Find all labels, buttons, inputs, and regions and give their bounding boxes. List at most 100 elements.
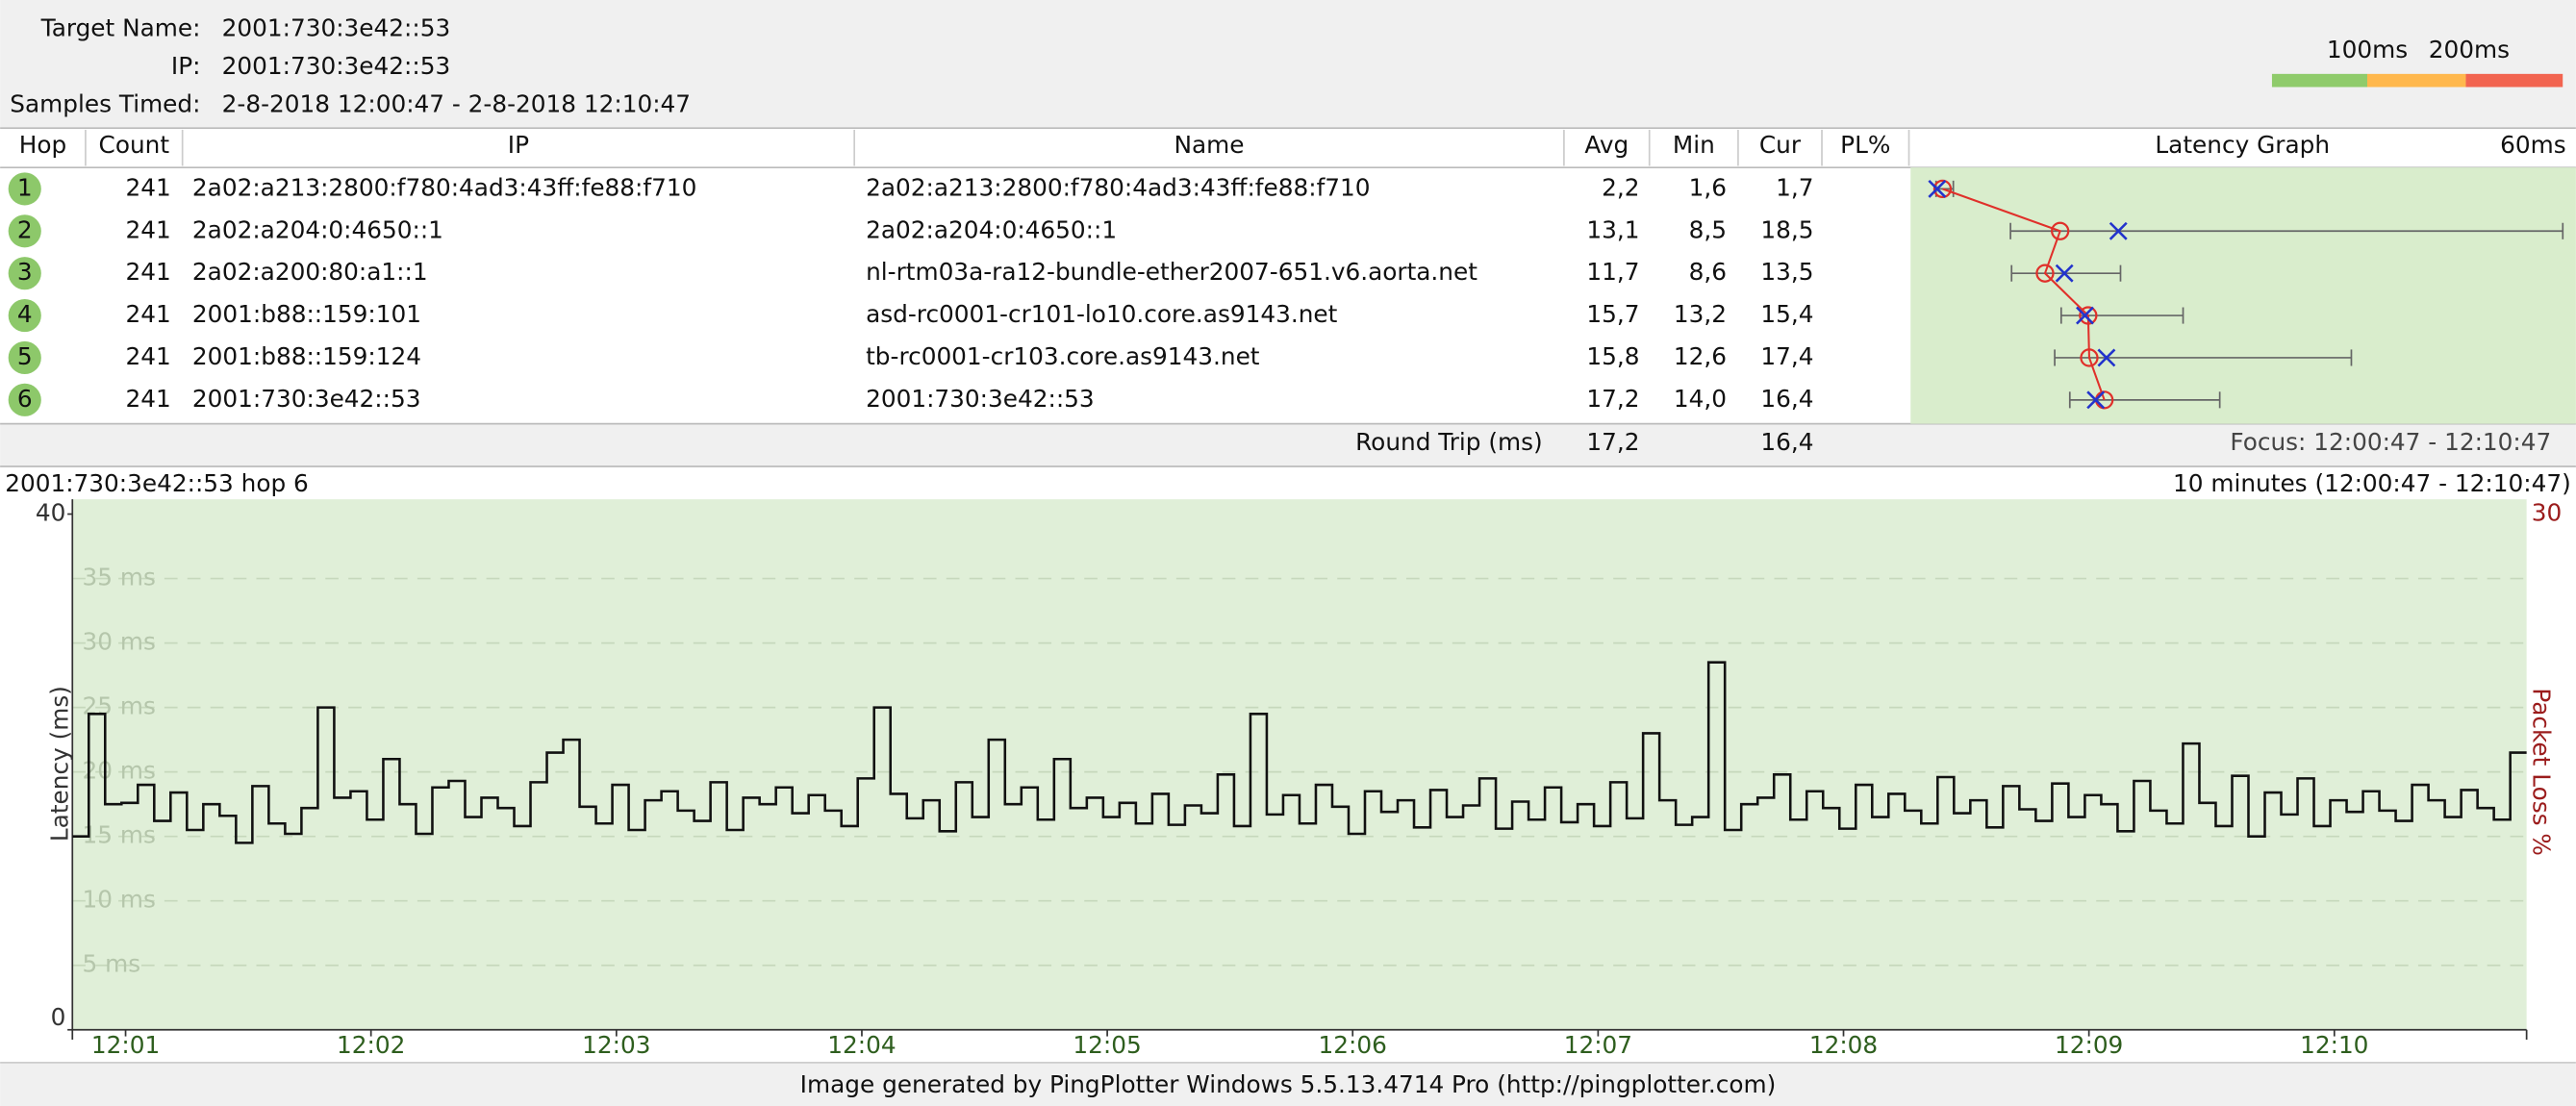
x-tick-label: 12:09 <box>2055 1031 2123 1059</box>
x-tick-label: 12:05 <box>1073 1031 1141 1059</box>
avg: 13,1 <box>1586 215 1639 243</box>
x-tick-label: 12:01 <box>91 1031 160 1059</box>
avg-marker <box>2051 221 2070 240</box>
cur: 18,5 <box>1760 215 1813 243</box>
cur: 15,4 <box>1760 300 1813 328</box>
hop-number: 2 <box>17 215 33 243</box>
ip: 2001:730:3e42::53 <box>192 385 421 413</box>
column-header: PL% <box>1840 131 1890 159</box>
round-trip-bg <box>0 423 2576 467</box>
hop-badge <box>8 298 41 333</box>
name: tb-rc0001-cr103.core.as9143.net <box>866 342 1260 370</box>
y-axis-title: Latency (ms) <box>45 686 73 842</box>
count: 241 <box>125 300 170 328</box>
footer-bg <box>0 1062 2576 1106</box>
round-trip-label: Round Trip (ms) <box>1355 428 1543 456</box>
avg: 17,2 <box>1586 385 1639 413</box>
count: 241 <box>125 342 170 370</box>
scale-label: 200ms <box>2429 36 2510 63</box>
avg: 2,2 <box>1602 173 1639 201</box>
label: Target Name: <box>40 14 201 42</box>
ip: 2a02:a204:0:4650::1 <box>192 215 443 243</box>
hop-badge <box>8 383 41 416</box>
count: 241 <box>125 385 170 413</box>
graph-scale: 60ms <box>2500 131 2566 159</box>
hop-badge <box>8 172 41 206</box>
avg: 15,8 <box>1586 342 1639 370</box>
x-tick-label: 12:06 <box>1319 1031 1387 1059</box>
avg-marker <box>1932 179 1953 199</box>
ip: 2001:b88::159:101 <box>192 300 421 328</box>
latency-line <box>72 661 2527 844</box>
hop-number: 3 <box>17 258 33 286</box>
y-tick-label: 40 <box>36 499 66 527</box>
y2-tick-label: 30 <box>2532 499 2563 527</box>
min: 13,2 <box>1674 300 1727 328</box>
grid-label: 30 ms <box>83 628 156 656</box>
grid-label: 5 ms <box>83 950 141 978</box>
min: 12,6 <box>1674 342 1727 370</box>
count: 241 <box>125 258 170 286</box>
focus: Focus: 12:00:47 - 12:10:47 <box>2230 428 2551 456</box>
latency-graph-bg <box>1910 167 2576 424</box>
hop-badge <box>8 340 41 375</box>
column-header: Hop <box>19 131 66 159</box>
cur-marker <box>2097 348 2116 367</box>
value: 2001:730:3e42::53 <box>222 14 451 42</box>
column-header: IP <box>508 131 529 159</box>
x-tick-label: 12:07 <box>1564 1031 1632 1059</box>
scale-bar <box>2465 73 2563 88</box>
name: asd-rc0001-cr101-lo10.core.as9143.net <box>866 300 1337 328</box>
x-tick-label: 12:10 <box>2300 1031 2368 1059</box>
avg: 11,7 <box>1586 258 1639 286</box>
min: 8,5 <box>1689 215 1727 243</box>
round-trip-cur: 16,4 <box>1760 428 1813 456</box>
plot-bg <box>72 499 2527 1030</box>
grid-label: 10 ms <box>83 886 156 914</box>
name: 2a02:a213:2800:f780:4ad3:43ff:fe88:f710 <box>866 173 1370 201</box>
column-header: Min <box>1673 131 1715 159</box>
column-header: Count <box>99 131 170 159</box>
count: 241 <box>125 173 170 201</box>
grid-label: 20 ms <box>83 757 156 785</box>
scale-bar <box>2271 73 2367 88</box>
grid-label: 15 ms <box>83 821 156 849</box>
min: 14,0 <box>1674 385 1727 413</box>
x-tick-label: 12:03 <box>582 1031 650 1059</box>
round-trip-avg: 17,2 <box>1586 428 1639 456</box>
ip: 2a02:a213:2800:f780:4ad3:43ff:fe88:f710 <box>192 173 696 201</box>
label: IP: <box>171 52 201 80</box>
y-tick-label: 0 <box>51 1003 66 1031</box>
cur: 16,4 <box>1760 385 1813 413</box>
cur: 17,4 <box>1760 342 1813 370</box>
cur: 1,7 <box>1776 173 1813 201</box>
x-tick-label: 12:04 <box>827 1031 896 1059</box>
cur: 13,5 <box>1760 258 1813 286</box>
label: Samples Timed: <box>10 89 200 117</box>
name: 2001:730:3e42::53 <box>866 385 1095 413</box>
avg-marker <box>2035 264 2055 283</box>
header-bg <box>0 0 2576 129</box>
column-header: Latency Graph <box>2155 131 2330 159</box>
cur-marker <box>2076 306 2094 325</box>
cur-marker <box>2055 264 2074 283</box>
y2-axis-title: Packet Loss % <box>2527 688 2555 856</box>
min: 8,6 <box>1689 258 1727 286</box>
column-header: Cur <box>1759 131 1802 159</box>
hop-badge <box>8 214 41 248</box>
hop-number: 6 <box>17 385 33 413</box>
cur-marker <box>2109 221 2128 240</box>
x-tick-label: 12:08 <box>1809 1031 1878 1059</box>
column-header: Name <box>1174 131 1245 159</box>
avg-marker <box>2079 306 2098 325</box>
avg: 15,7 <box>1586 300 1639 328</box>
column-header: Avg <box>1584 131 1629 159</box>
avg-marker <box>2080 348 2099 367</box>
scale-bar <box>2366 73 2466 88</box>
hop-number: 5 <box>17 342 33 370</box>
hop-number: 4 <box>17 300 33 328</box>
footer: Image generated by PingPlotter Windows 5… <box>800 1070 1777 1098</box>
hop-number: 1 <box>17 173 33 201</box>
